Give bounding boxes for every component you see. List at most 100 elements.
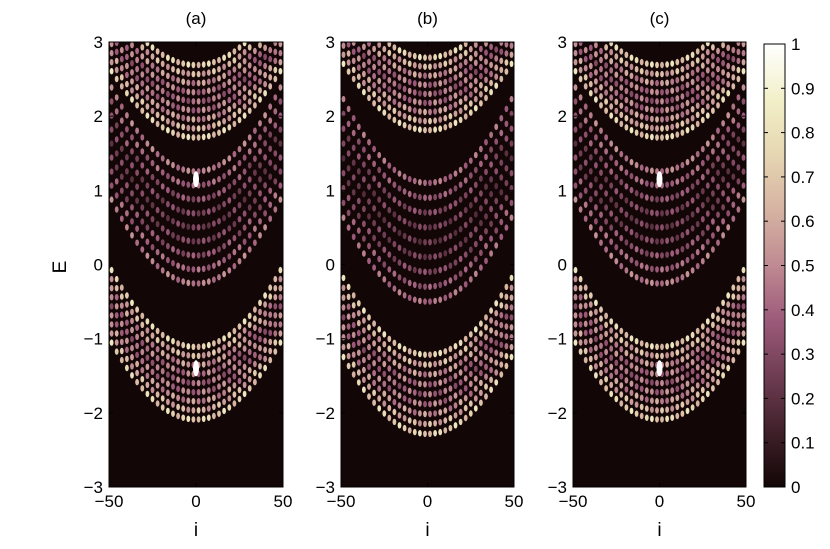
heatmap-cell — [372, 320, 376, 327]
heatmap-cell — [479, 160, 483, 167]
heatmap-cell — [119, 103, 124, 110]
heatmap-cell — [685, 54, 690, 61]
heatmap-cell — [468, 82, 473, 89]
heatmap-cell — [191, 389, 196, 396]
heatmap-cell — [341, 343, 346, 351]
heatmap-cell — [222, 228, 227, 236]
heatmap-cell — [573, 339, 578, 346]
heatmap-cell — [599, 127, 603, 134]
heatmap-cell — [644, 250, 649, 257]
heatmap-cell — [594, 69, 598, 76]
heatmap-cell — [382, 360, 387, 368]
heatmap-cell — [458, 196, 463, 203]
heatmap-cell — [690, 115, 695, 122]
heatmap-cell — [109, 84, 114, 91]
heatmap-cell — [268, 83, 273, 90]
heatmap-cell — [176, 122, 181, 129]
heatmap-cell — [479, 145, 483, 153]
heatmap-cell — [655, 238, 659, 245]
heatmap-cell — [346, 352, 351, 360]
heatmap-cell — [125, 337, 129, 344]
heatmap-cell — [145, 196, 150, 203]
heatmap-cell — [258, 326, 262, 334]
heatmap-cell — [700, 71, 705, 78]
heatmap-cell — [634, 347, 639, 354]
heatmap-cell — [594, 96, 598, 103]
heatmap-cell — [356, 82, 361, 89]
heatmap-cell — [484, 42, 488, 47]
heatmap-cell — [242, 58, 247, 65]
heatmap-cell — [619, 164, 624, 172]
heatmap-cell — [119, 329, 124, 337]
heatmap-cell — [721, 326, 725, 334]
heatmap-cell — [397, 352, 402, 360]
heatmap-cell — [741, 168, 746, 175]
heatmap-cell — [227, 340, 232, 348]
heatmap-cell — [504, 209, 509, 216]
heatmap-cell — [438, 107, 443, 114]
heatmap-cell — [685, 108, 690, 116]
heatmap-cell — [428, 117, 432, 125]
heatmap-cell — [614, 258, 619, 265]
heatmap-cell — [109, 285, 114, 292]
heatmap-cell — [377, 151, 382, 159]
heatmap-cell — [114, 206, 119, 213]
heatmap-cell — [489, 220, 493, 227]
heatmap-cell — [670, 180, 675, 187]
heatmap-cell — [196, 98, 201, 105]
heatmap-cell — [463, 58, 468, 66]
heatmap-cell — [639, 95, 644, 102]
heatmap-cell — [629, 99, 634, 107]
heatmap-cell — [351, 371, 356, 378]
heatmap-cell — [721, 162, 725, 169]
heatmap-cell — [428, 99, 432, 107]
heatmap-cell — [212, 367, 216, 374]
heatmap-cell — [619, 220, 624, 228]
heatmap-cell — [237, 98, 242, 106]
heatmap-cell — [377, 365, 382, 372]
heatmap-cell — [726, 126, 731, 133]
heatmap-cell — [423, 391, 427, 398]
heatmap-cell — [418, 380, 422, 387]
heatmap-cell — [367, 324, 371, 331]
heatmap-cell — [140, 246, 145, 253]
heatmap-cell — [479, 190, 483, 197]
heatmap-cell — [644, 222, 649, 229]
heatmap-cell — [433, 193, 437, 201]
heatmap-cell — [700, 89, 705, 97]
heatmap-cell — [634, 56, 639, 64]
heatmap-cell — [489, 131, 493, 138]
heatmap-cell — [583, 201, 588, 208]
heatmap-cell — [609, 58, 614, 65]
heatmap-cell — [578, 339, 583, 346]
heatmap-cell — [351, 144, 356, 151]
heatmap-cell — [155, 391, 160, 398]
heatmap-cell — [685, 242, 690, 250]
heatmap-cell — [499, 66, 504, 74]
heatmap-cell — [166, 242, 170, 250]
heatmap-cell — [438, 369, 443, 376]
heatmap-cell — [711, 339, 715, 347]
heatmap-cell — [253, 351, 257, 359]
heatmap-cell — [599, 211, 603, 218]
heatmap-cell — [629, 362, 634, 369]
heatmap-cell — [412, 379, 417, 386]
heatmap-cell — [392, 408, 397, 416]
heatmap-cell — [258, 69, 262, 76]
heatmap-cell — [604, 98, 608, 105]
heatmap-cell — [166, 158, 170, 166]
heatmap-cell — [634, 392, 639, 399]
heatmap-cell — [346, 165, 351, 172]
heatmap-cell — [685, 353, 690, 360]
heatmap-cell — [222, 200, 227, 208]
heatmap-cell — [130, 148, 134, 155]
heatmap-cell — [181, 360, 186, 367]
heatmap-cell — [130, 204, 134, 211]
heatmap-cell — [382, 341, 387, 348]
heatmap-cell — [232, 382, 237, 389]
heatmap-cell — [222, 389, 227, 396]
heatmap-cell — [186, 181, 191, 188]
heatmap-cell — [468, 370, 473, 378]
heatmap-cell — [392, 255, 397, 263]
heatmap-cell — [509, 324, 514, 331]
